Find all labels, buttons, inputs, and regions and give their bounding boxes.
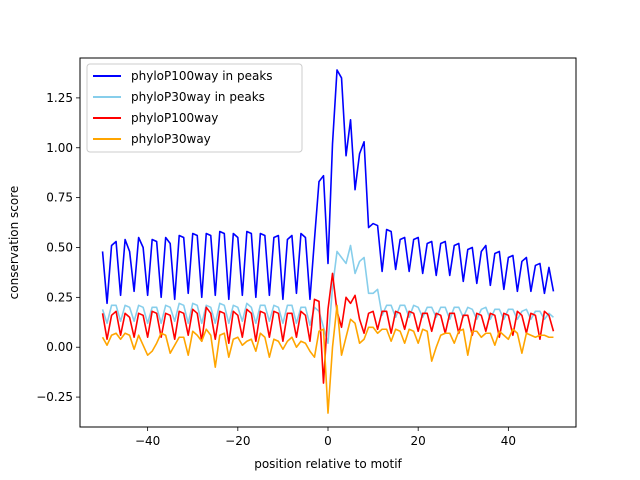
y-tick-label: 0.75	[46, 191, 73, 205]
series-line-phylop30way	[101, 304, 554, 414]
legend: phyloP100way in peaks phyloP30way in pea…	[86, 63, 303, 153]
series-layer	[101, 69, 555, 414]
y-tick-label: 1.25	[46, 91, 73, 105]
y-tick-label: 0.00	[46, 340, 73, 354]
x-tick-label: 0	[324, 434, 332, 448]
y-tick-label: −0.25	[36, 390, 73, 404]
x-tick-label: 40	[501, 434, 516, 448]
legend-label-phylop100way: phyloP100way	[131, 111, 218, 125]
x-axis-label: position relative to motif	[254, 457, 402, 471]
y-axis-label: conservation score	[7, 186, 21, 300]
y-tick-label: 1.00	[46, 141, 73, 155]
x-tick-label: −20	[225, 434, 250, 448]
y-tick-label: 0.50	[46, 240, 73, 254]
y-axis: −0.25 0.00 0.25 0.50 0.75 1.00 1.25	[36, 91, 80, 404]
x-axis: −40 −20 0 20 40	[135, 427, 516, 448]
x-tick-label: −40	[135, 434, 160, 448]
series-line-phylop100way-peaks	[101, 69, 555, 305]
legend-label-phylop100way-peaks: phyloP100way in peaks	[131, 69, 273, 83]
x-tick-label: 20	[411, 434, 426, 448]
series-line-phylop30way-peaks	[101, 244, 554, 345]
legend-box	[86, 63, 303, 153]
legend-label-phylop30way-peaks: phyloP30way in peaks	[131, 90, 265, 104]
y-tick-label: 0.25	[46, 290, 73, 304]
series-line-phylop100way	[101, 272, 555, 384]
legend-label-phylop30way: phyloP30way	[131, 132, 211, 146]
